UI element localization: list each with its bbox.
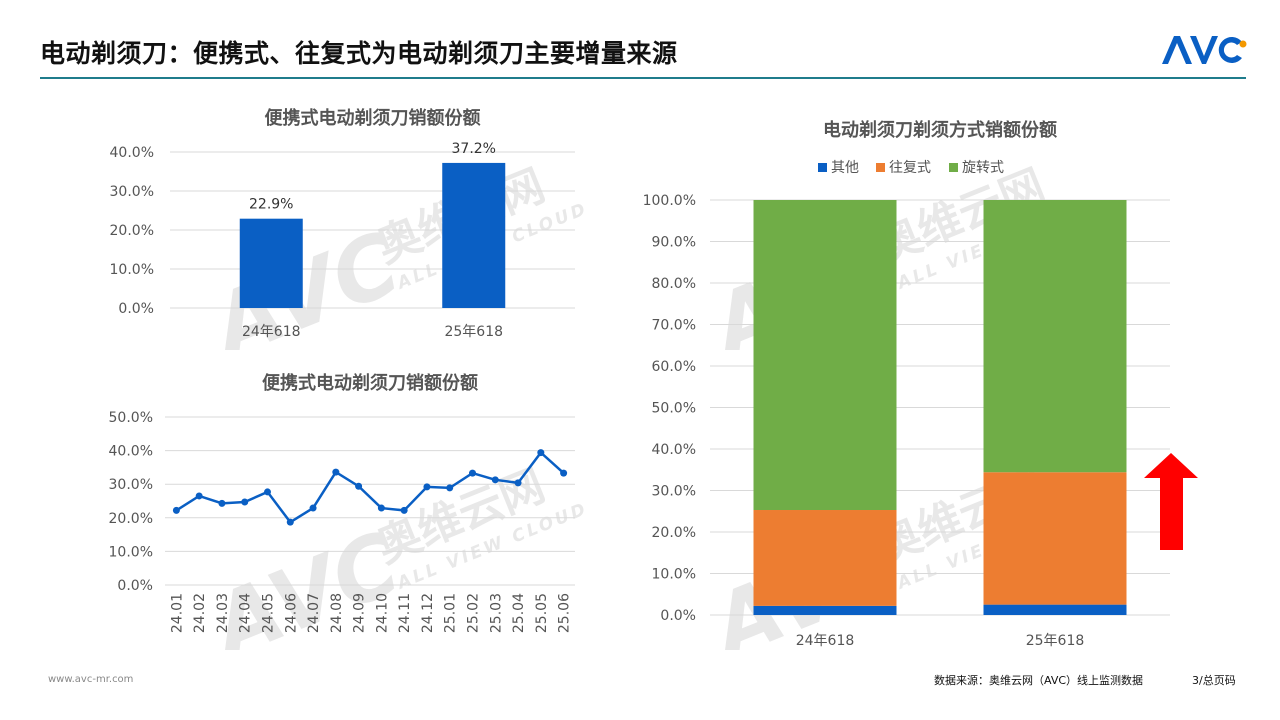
y-tick-label: 90.0%	[652, 235, 696, 251]
x-tick-label: 24.01	[169, 593, 185, 633]
data-point	[286, 518, 294, 526]
y-tick-label: 20.0%	[110, 223, 154, 239]
y-tick-label: 50.0%	[652, 401, 696, 417]
x-tick-label: 25.02	[466, 593, 482, 633]
data-point	[377, 504, 385, 512]
y-tick-label: 10.0%	[110, 262, 154, 278]
chart-title: 便携式电动剃须刀销额份额	[265, 107, 481, 129]
y-tick-label: 20.0%	[652, 525, 696, 541]
x-tick-label: 24.05	[261, 593, 277, 633]
y-tick-label: 40.0%	[110, 145, 154, 161]
x-tick-label: 24年618	[242, 324, 301, 340]
footer-page-number: 3/总页码	[1192, 674, 1236, 687]
series-line	[175, 450, 565, 524]
x-tick-label: 24.06	[283, 593, 299, 633]
bar-segment	[983, 472, 1127, 605]
x-tick-label: 25.01	[443, 593, 459, 633]
portable-share-bar-chart: 便携式电动剃须刀销额份额 0.0% 10.0% 20.0% 30.0% 40.0% 22.9…	[110, 107, 575, 340]
legend-swatch	[818, 163, 827, 172]
data-point	[195, 492, 203, 500]
data-point	[514, 479, 522, 487]
data-point	[355, 482, 363, 490]
data-point	[537, 449, 545, 457]
y-tick-label: 40.0%	[109, 444, 153, 460]
title-divider	[40, 77, 1246, 79]
increase-arrow-icon	[1144, 453, 1198, 550]
y-tick-label: 80.0%	[652, 276, 696, 292]
x-tick-label: 25年618	[444, 324, 503, 340]
data-label: 37.2%	[452, 141, 496, 157]
bar-segment	[983, 200, 1127, 473]
y-tick-label: 10.0%	[652, 567, 696, 583]
bar	[442, 162, 506, 308]
data-point	[560, 469, 568, 477]
bar-segment	[753, 510, 897, 606]
bar	[239, 218, 303, 308]
y-tick-label: 70.0%	[652, 318, 696, 334]
y-tick-label: 30.0%	[652, 484, 696, 500]
y-tick-label: 0.0%	[117, 578, 153, 594]
x-tick-label: 24.12	[420, 593, 436, 633]
data-label: 22.9%	[249, 197, 293, 213]
x-tick-label: 24.11	[397, 593, 413, 633]
y-tick-label: 30.0%	[109, 477, 153, 493]
y-tick-label: 0.0%	[118, 301, 154, 317]
data-point	[423, 483, 431, 491]
x-tick-label: 25年618	[1026, 633, 1085, 649]
x-tick-label: 25.03	[488, 593, 504, 633]
x-tick-label: 25.04	[511, 593, 527, 633]
portable-share-line-chart: 便携式电动剃须刀销额份额 0.0% 10.0% 20.0% 30.0% 40.0% 50.0…	[109, 372, 575, 633]
x-tick-label: 24.04	[238, 593, 254, 633]
x-tick-label: 24.08	[329, 593, 345, 633]
data-point	[309, 504, 317, 512]
x-tick-label: 24.09	[352, 593, 368, 633]
y-tick-label: 40.0%	[652, 442, 696, 458]
y-tick-label: 30.0%	[110, 184, 154, 200]
data-point	[241, 498, 249, 506]
data-point	[446, 484, 454, 492]
x-tick-label: 25.05	[534, 593, 550, 633]
y-tick-label: 10.0%	[109, 544, 153, 560]
footer-url: www.avc-mr.com	[48, 674, 134, 685]
x-tick-label: 24.03	[215, 593, 231, 633]
data-point	[491, 476, 499, 484]
data-point	[469, 469, 476, 477]
data-point	[400, 506, 408, 514]
x-tick-label: 24.07	[306, 593, 322, 633]
chart-title: 电动剃须刀剃须方式销额份额	[823, 119, 1057, 141]
legend-swatch	[949, 163, 958, 172]
legend-label: 其他	[831, 160, 859, 176]
x-tick-label: 24年618	[796, 633, 855, 649]
bar-segment	[753, 200, 897, 511]
data-point	[332, 468, 340, 476]
x-tick-label: 25.06	[557, 593, 573, 633]
data-point	[172, 506, 180, 514]
data-point	[264, 488, 271, 496]
x-tick-label: 24.10	[374, 593, 390, 633]
page-title: 电动剃须刀：便携式、往复式为电动剃须刀主要增量来源	[40, 39, 678, 68]
data-point	[218, 499, 226, 507]
avc-logo	[1162, 36, 1247, 64]
legend-label: 往复式	[889, 159, 931, 176]
bar-segment	[753, 605, 897, 615]
footer-source: 数据来源：奥维云网（AVC）线上监测数据	[934, 674, 1144, 687]
y-tick-label: 20.0%	[109, 511, 153, 527]
bar-segment	[983, 604, 1127, 615]
y-tick-label: 100.0%	[643, 193, 696, 209]
x-tick-label: 24.02	[192, 593, 208, 633]
chart-title: 便携式电动剃须刀销额份额	[262, 372, 478, 394]
legend-label: 旋转式	[962, 160, 1004, 176]
y-tick-label: 50.0%	[109, 410, 153, 426]
y-tick-label: 0.0%	[660, 608, 696, 624]
y-tick-label: 60.0%	[652, 359, 696, 375]
legend-swatch	[876, 163, 885, 172]
